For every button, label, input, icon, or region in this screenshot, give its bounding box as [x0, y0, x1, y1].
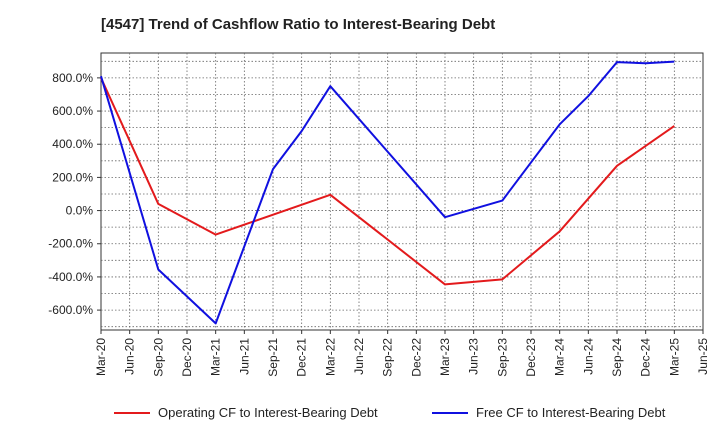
chart-title: [4547] Trend of Cashflow Ratio to Intere…: [101, 16, 496, 33]
y-tick-label: 600.0%: [52, 104, 93, 118]
line-chart: -600.0% -400.0% -200.0% 0.0% 200.0% 400.0% 600…: [48, 52, 710, 377]
x-tick-label: Dec-23: [524, 338, 538, 377]
series-line-free-cf: [100, 60, 675, 325]
x-tick-label: Jun-21: [237, 338, 251, 375]
x-tick-label: Jun-22: [352, 338, 366, 375]
x-tick-label: Mar-20: [94, 338, 108, 376]
series-lines: [100, 60, 675, 325]
x-tick-label: Sep-22: [381, 338, 395, 377]
legend-swatch-operating-cf: [114, 411, 150, 414]
x-tick-label: Jun-24: [581, 338, 595, 375]
x-tick-label: Jun-23: [467, 338, 481, 375]
x-tick-label: Mar-23: [438, 338, 452, 376]
x-tick-label: Mar-22: [323, 338, 337, 376]
x-tick-label: Mar-21: [209, 338, 223, 376]
x-tick-label: Sep-23: [495, 338, 509, 377]
legend-label-free-cf: Free CF to Interest-Bearing Debt: [476, 405, 666, 420]
x-tick-label: Mar-25: [667, 338, 681, 376]
legend: Operating CF to Interest-Bearing Debt Fr…: [0, 405, 720, 427]
y-tick-label: 400.0%: [52, 137, 93, 151]
x-tick-label: Dec-22: [409, 338, 423, 377]
legend-label-operating-cf: Operating CF to Interest-Bearing Debt: [158, 405, 378, 420]
y-tick-label: -400.0%: [48, 270, 93, 284]
x-tick-label: Sep-24: [610, 338, 624, 377]
x-axis-ticks: Mar-20 Jun-20 Sep-20 Dec-20 Mar-21 Jun-21 Sep-…: [94, 330, 710, 377]
grid-lines: [101, 53, 703, 330]
x-tick-label: Mar-24: [553, 338, 567, 376]
series-line-operating-cf: [100, 77, 675, 286]
x-tick-label: Dec-24: [639, 338, 653, 377]
plot-area: [100, 52, 704, 331]
y-tick-label: 200.0%: [52, 170, 93, 184]
y-tick-label: 0.0%: [66, 204, 94, 218]
legend-item-free-cf: Free CF to Interest-Bearing Debt: [432, 405, 665, 420]
x-tick-label: Sep-20: [151, 338, 165, 377]
y-axis-ticks: -600.0% -400.0% -200.0% 0.0% 200.0% 400.0% 600…: [48, 71, 101, 317]
x-tick-label: Dec-20: [180, 338, 194, 377]
x-tick-label: Jun-25: [696, 338, 710, 375]
x-tick-label: Dec-21: [295, 338, 309, 377]
y-tick-label: 800.0%: [52, 71, 93, 85]
legend-item-operating-cf: Operating CF to Interest-Bearing Debt: [114, 405, 378, 420]
legend-swatch-free-cf: [432, 411, 468, 414]
x-tick-label: Sep-21: [266, 338, 280, 377]
x-tick-label: Jun-20: [123, 338, 137, 375]
y-tick-label: -200.0%: [48, 237, 93, 251]
y-tick-label: -600.0%: [48, 303, 93, 317]
